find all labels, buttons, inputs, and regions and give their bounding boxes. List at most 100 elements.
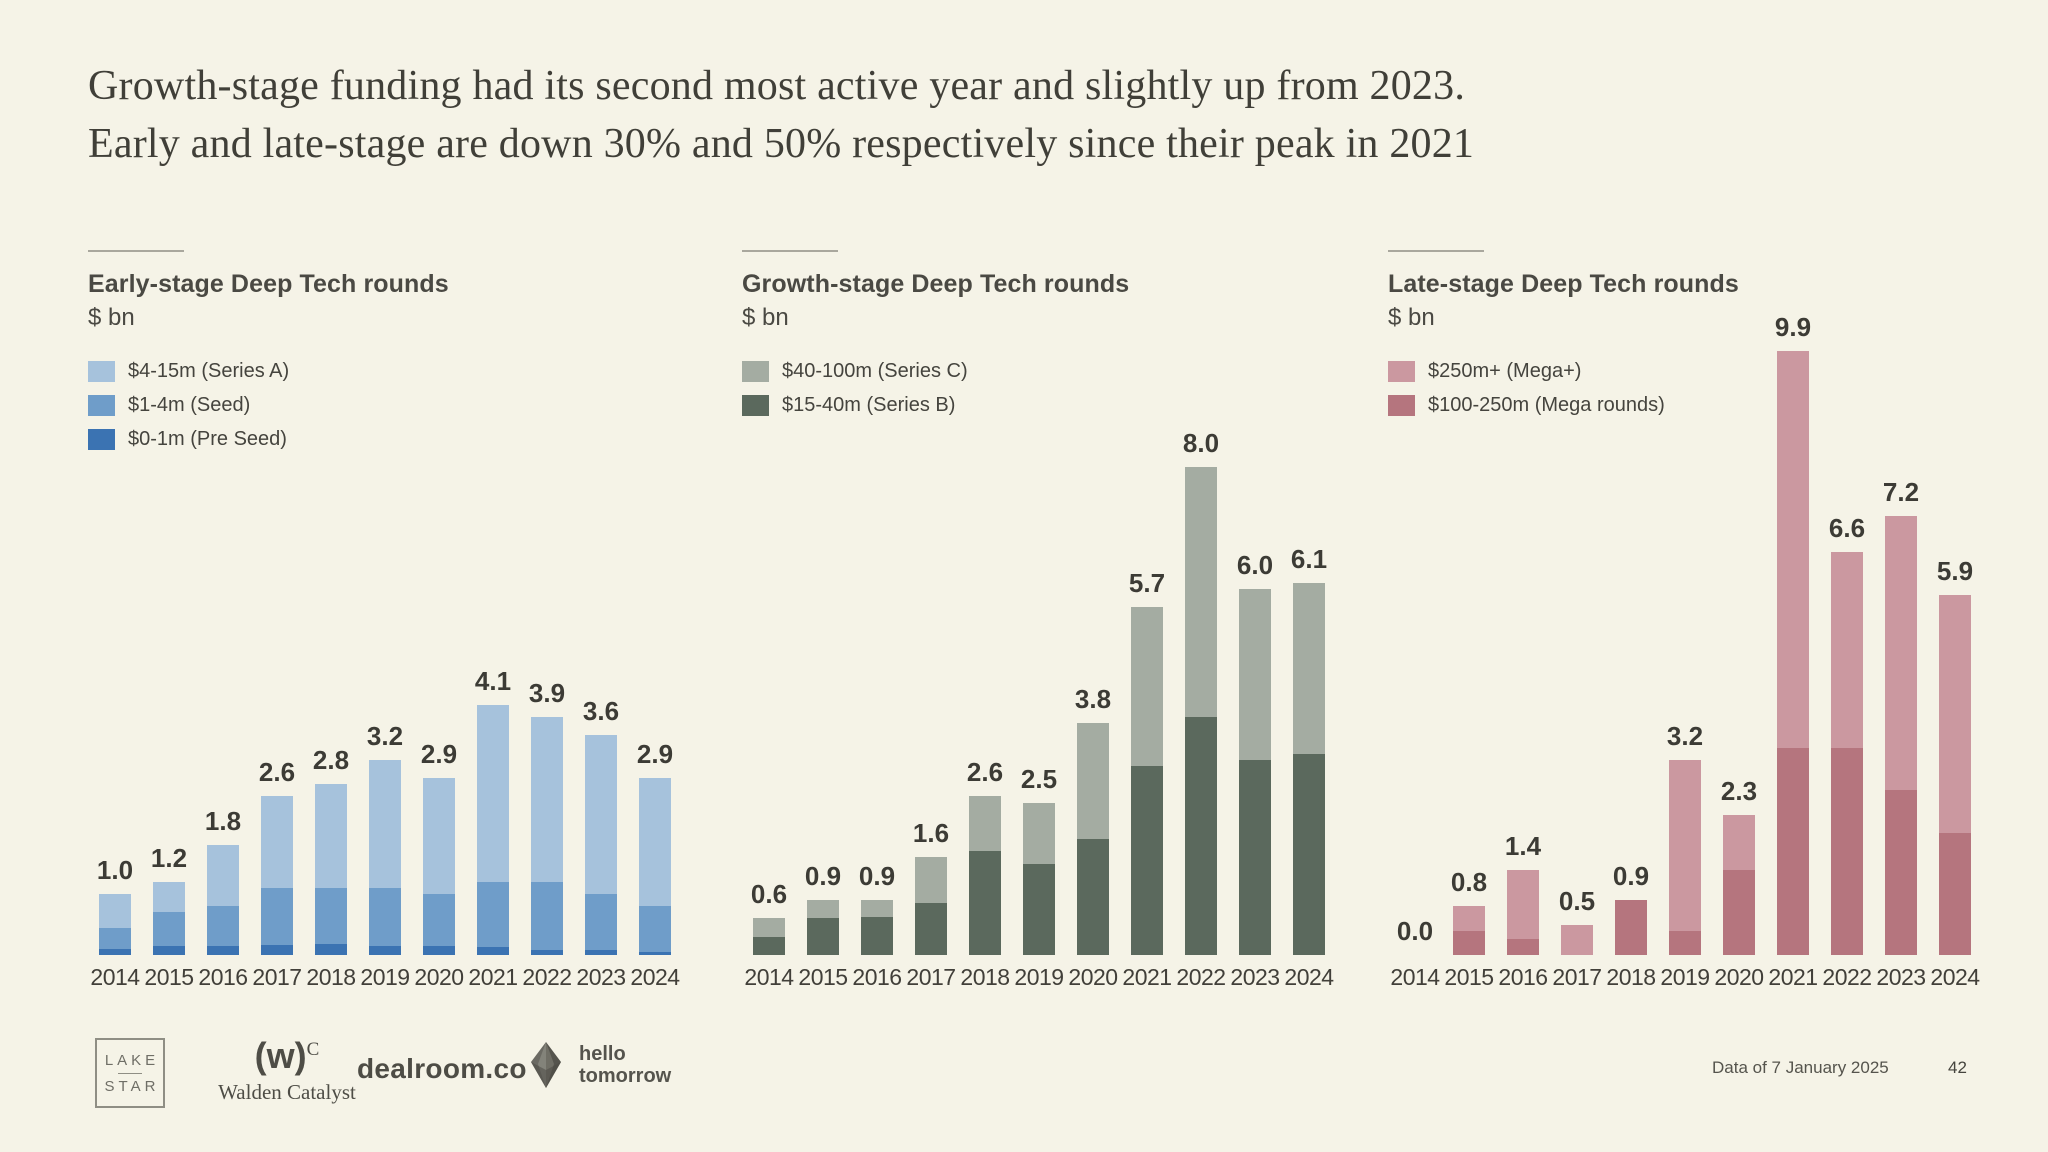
x-axis-tick-label: 2021 <box>1122 964 1172 990</box>
bar-value-label: 6.6 <box>1828 513 1866 544</box>
legend-item: $250m+ (Mega+) <box>1388 360 1982 383</box>
stacked-bar <box>153 881 185 955</box>
bar-column: 0.8 <box>1442 867 1496 955</box>
x-axis-tick-label: 2018 <box>1606 964 1656 990</box>
legend-label: $4-15m (Series A) <box>128 360 290 382</box>
stacked-bar <box>1131 607 1163 955</box>
x-axis-tick-label: 2015 <box>144 964 194 990</box>
bar-segment <box>261 796 293 888</box>
bar-value-label: 2.6 <box>966 757 1004 788</box>
x-axis-labels: 2014 2015 2016 2017 2018 2019 2020 2021 2022 2023… <box>742 964 1336 991</box>
bar-value-label: 1.6 <box>912 818 950 849</box>
lakestar-logo-text: STAR <box>104 1077 160 1095</box>
legend: $40-100m (Series C) $15-40m (Series B) <box>742 360 1336 417</box>
bar-value-label: 6.0 <box>1236 550 1274 581</box>
section-divider <box>88 250 184 252</box>
bar-segment <box>1885 515 1917 791</box>
legend-swatch <box>1388 395 1415 416</box>
bar-value-label: 1.4 <box>1504 830 1542 861</box>
bar-segment <box>1507 869 1539 939</box>
stacked-bar <box>1185 467 1217 955</box>
hello-tomorrow-logo: hello tomorrow <box>523 1040 671 1090</box>
bar-segment <box>1131 607 1163 766</box>
bar-segment <box>1831 747 1863 955</box>
bar-value-label: 7.2 <box>1882 476 1920 507</box>
bar-segment <box>1723 814 1755 870</box>
chart-unit-label: $ bn <box>88 304 135 331</box>
stacked-bar <box>1669 759 1701 955</box>
x-axis-tick-label: 2024 <box>1930 964 1980 990</box>
bar-segment <box>369 759 401 888</box>
legend-label: $40-100m (Series C) <box>782 360 968 382</box>
bar-value-label: 3.2 <box>366 720 404 751</box>
chart-heading: Early-stage Deep Tech rounds <box>88 270 449 298</box>
x-axis-tick-label: 2015 <box>798 964 848 990</box>
bar-segment <box>531 717 563 882</box>
bar-column: 3.2 <box>1658 721 1712 955</box>
bar-column: 1.6 <box>904 818 958 955</box>
legend-swatch <box>88 429 115 450</box>
bar-segment <box>1723 869 1755 955</box>
legend-label: $100-250m (Mega rounds) <box>1428 394 1665 416</box>
bar-column: 0.9 <box>796 861 850 955</box>
bar-column: 2.9 <box>412 739 466 955</box>
bar-segment <box>1885 790 1917 955</box>
bar-segment <box>1669 759 1701 931</box>
bar-value-label: 0.9 <box>858 861 896 892</box>
bar-segment <box>153 945 185 955</box>
legend-label: $1-4m (Seed) <box>128 394 251 416</box>
bar-segment <box>153 912 185 946</box>
bar-value-label: 2.8 <box>312 745 350 776</box>
x-axis-tick-label: 2015 <box>1444 964 1494 990</box>
x-axis-labels: 2014 2015 2016 2017 2018 2019 2020 2021 2022 2023… <box>88 964 682 991</box>
section-divider <box>1388 250 1484 252</box>
bar-segment <box>1777 747 1809 955</box>
stacked-bar <box>1077 723 1109 955</box>
lakestar-logo: LAKE STAR <box>95 1038 165 1108</box>
bar-value-label: 3.2 <box>1666 720 1704 751</box>
bar-column: 2.5 <box>1012 764 1066 955</box>
dealroom-logo: dealroom.co <box>357 1053 527 1085</box>
bar-value-label: 4.1 <box>474 665 512 696</box>
stacked-bar <box>1561 924 1593 955</box>
stacked-bar <box>369 759 401 955</box>
bar-column: 8.0 <box>1174 428 1228 955</box>
legend-swatch <box>1388 361 1415 382</box>
bar-segment <box>1453 930 1485 955</box>
hello-tomorrow-diamond-icon <box>531 1042 561 1088</box>
bar-segment <box>639 951 671 955</box>
stacked-bar <box>807 900 839 955</box>
chart-heading: Growth-stage Deep Tech rounds <box>742 270 1130 298</box>
stacked-bar <box>1239 589 1271 955</box>
legend-item: $15-40m (Series B) <box>742 394 1336 417</box>
bar-segment <box>1131 765 1163 955</box>
bar-column: 1.8 <box>196 806 250 955</box>
legend-swatch <box>88 395 115 416</box>
bar-segment <box>969 796 1001 852</box>
chart-unit-label: $ bn <box>742 304 789 331</box>
x-axis-tick-label: 2018 <box>960 964 1010 990</box>
x-axis-tick-label: 2020 <box>1068 964 1118 990</box>
bar-value-label: 2.6 <box>258 757 296 788</box>
chart-late-stage: Late-stage Deep Tech rounds $ bn $250m+ … <box>1388 250 1982 995</box>
bar-segment <box>1185 467 1217 718</box>
bar-segment <box>639 778 671 907</box>
x-axis-tick-label: 2021 <box>468 964 518 990</box>
section-divider <box>742 250 838 252</box>
bar-segment <box>1077 723 1109 840</box>
bar-segment <box>99 948 131 955</box>
x-axis-tick-label: 2019 <box>1014 964 1064 990</box>
bar-segment <box>585 894 617 951</box>
bar-column: 0.0 <box>1388 916 1442 955</box>
bar-column: 3.9 <box>520 678 574 955</box>
x-axis-tick-label: 2023 <box>1230 964 1280 990</box>
bar-segment <box>423 945 455 955</box>
stacked-bar <box>1615 900 1647 955</box>
bar-column: 9.9 <box>1766 312 1820 955</box>
legend-item: $100-250m (Mega rounds) <box>1388 394 1982 417</box>
bar-segment <box>477 881 509 948</box>
slide-title-line1: Growth-stage funding had its second most… <box>88 63 1466 109</box>
bar-column: 0.6 <box>742 879 796 955</box>
chart-early-stage: Early-stage Deep Tech rounds $ bn $4-15m… <box>88 250 682 995</box>
stacked-bar <box>1885 515 1917 955</box>
